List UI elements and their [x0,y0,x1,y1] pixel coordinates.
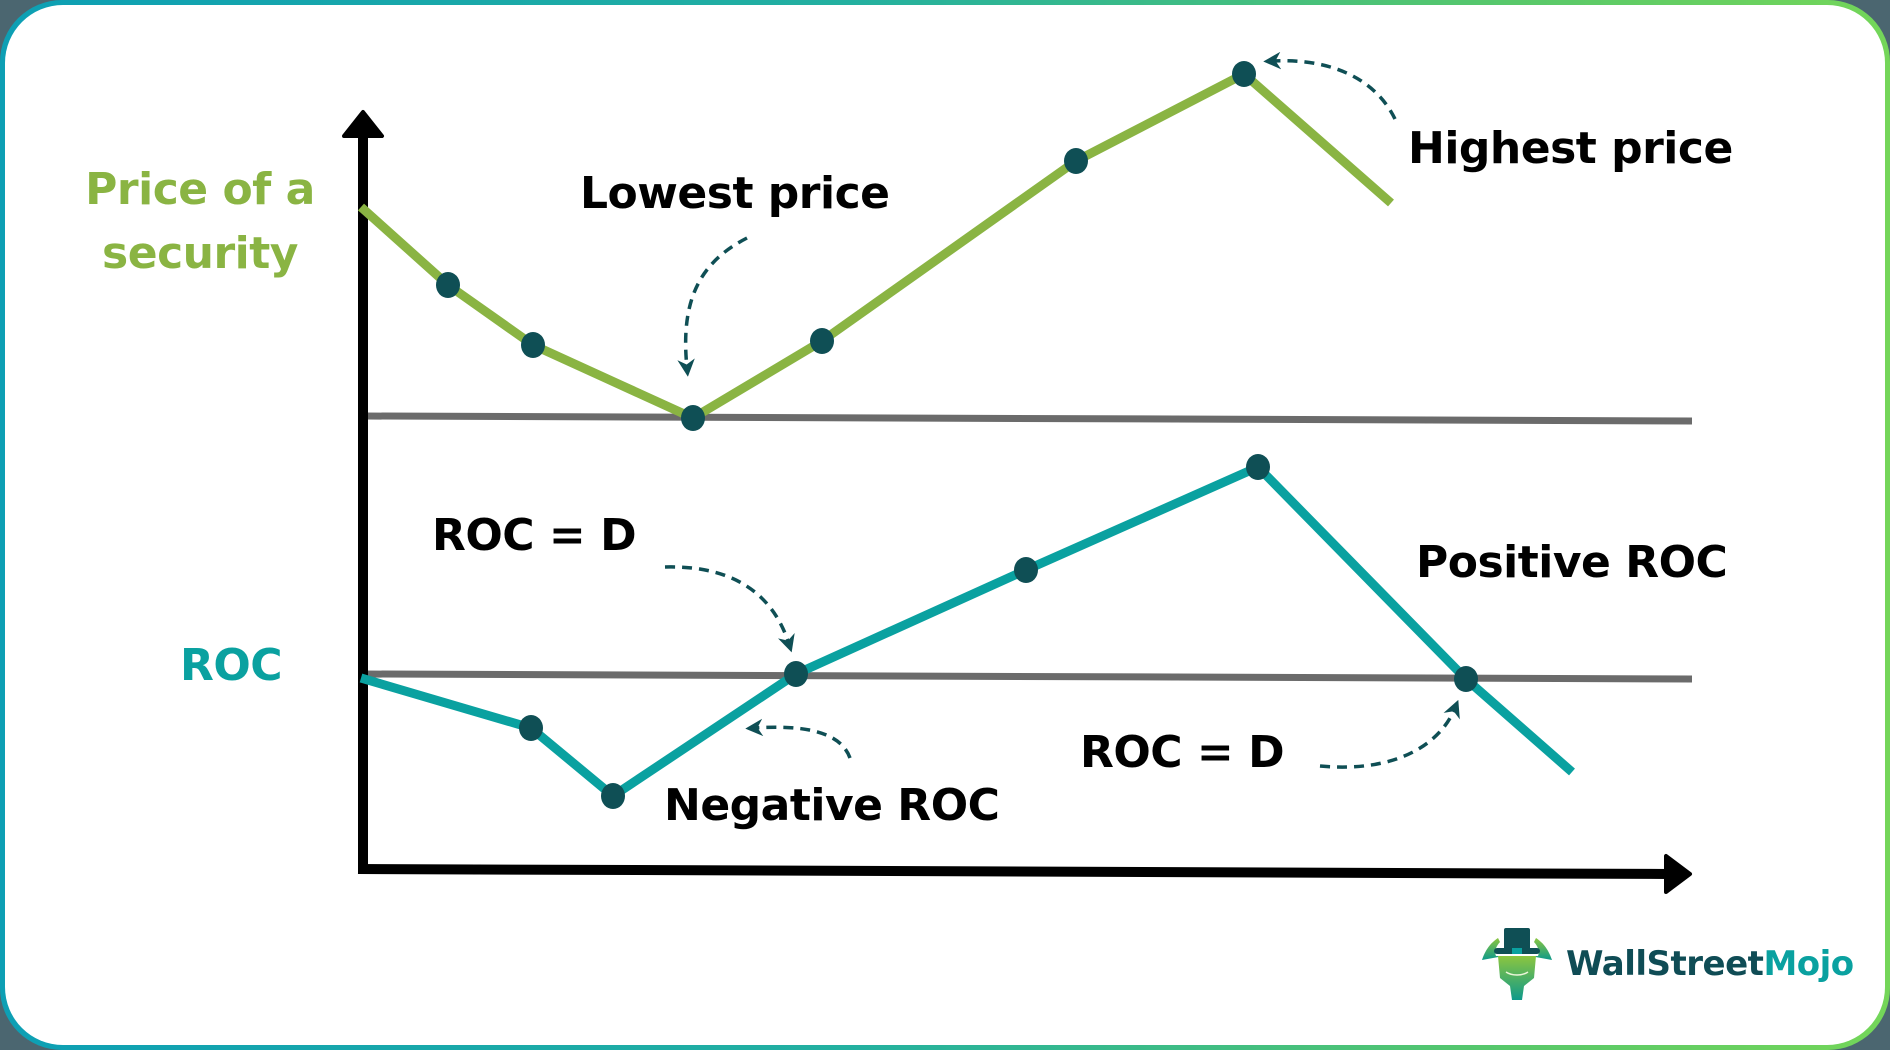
roc-point [1014,557,1038,583]
roc-point-zero-cross [1454,666,1478,692]
highest-price-arrow-icon [1263,51,1397,120]
negative-roc-arrow-icon [745,718,852,759]
roc-point-highest [1246,454,1270,480]
positive-roc-label: Positive ROC [1416,537,1728,588]
brand-logo: WallStreetMojo [1478,926,1854,1002]
roc-point-lowest [601,783,625,809]
price-point [436,272,460,298]
lowest-price-arrow-icon [677,236,748,377]
brand-name-part2: Mojo [1763,944,1854,984]
roc-baseline [364,670,1693,683]
y-axis-arrow-icon [342,110,384,138]
x-axis-arrow-icon [1664,854,1692,894]
price-point-highest [1232,61,1256,87]
roc-eq-d-top-label: ROC = D [432,510,637,561]
brand-name-part1: WallStreet [1566,944,1764,984]
roc-axis-label: ROC [180,640,283,691]
negative-roc-label: Negative ROC [664,780,1000,831]
roc-point-zero-cross [784,661,808,687]
roc-markers [519,454,1478,809]
brand-name: WallStreetMojo [1566,944,1854,984]
price-point-lowest [681,405,705,431]
roc-eq-d-bottom-arrow-icon [1319,699,1460,769]
x-axis [357,854,1692,894]
price-point [521,332,545,358]
lowest-price-label: Lowest price [580,168,890,219]
price-point [810,328,834,354]
price-line [357,69,1394,423]
roc-eq-d-top-arrow-icon [664,565,795,653]
roc-eq-d-bottom-label: ROC = D [1080,727,1285,778]
price-axis-label: Price of a security [70,158,330,286]
y-axis [342,110,384,874]
price-markers [436,61,1256,431]
roc-point [519,715,543,741]
highest-price-label: Highest price [1408,123,1733,174]
price-axis-label-line2: security [102,228,298,279]
price-axis-label-line1: Price of a [85,164,315,215]
roc-line [359,462,1575,801]
bull-with-top-hat-icon [1482,928,1552,1000]
price-baseline [364,412,1693,425]
price-point [1064,148,1088,174]
